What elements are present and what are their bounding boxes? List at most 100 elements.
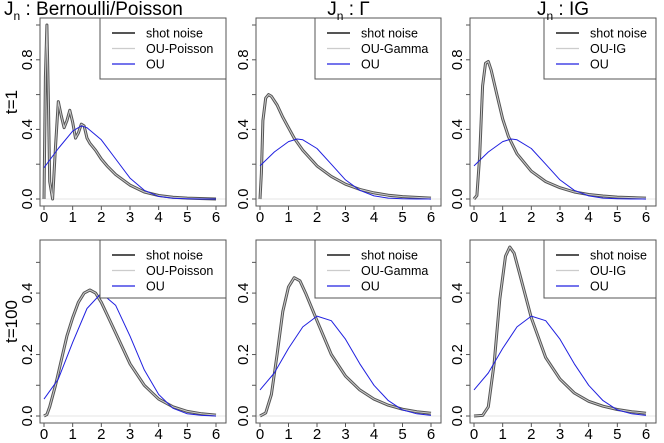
x-tick-label: 5 xyxy=(613,426,621,443)
legend-label: OU-IG xyxy=(590,264,626,278)
x-tick-label: 4 xyxy=(154,426,162,443)
y-tick-label: 0.4 xyxy=(235,283,252,304)
legend-box xyxy=(543,239,657,299)
y-tick-label: 0.0 xyxy=(449,189,466,210)
x-tick-label: 1 xyxy=(284,426,292,443)
x-tick-label: 1 xyxy=(498,426,506,443)
x-tick-label: 6 xyxy=(212,426,220,443)
y-tick-label: 0.0 xyxy=(449,406,466,427)
x-tick-label: 6 xyxy=(212,209,220,226)
x-tick-label: 3 xyxy=(341,209,349,226)
legend-label: shot noise xyxy=(590,249,647,263)
x-tick-label: 1 xyxy=(68,426,76,443)
y-tick-label: 0.4 xyxy=(19,119,36,140)
x-tick-label: 6 xyxy=(642,209,650,226)
x-tick-label: 4 xyxy=(154,209,162,226)
x-tick-label: 6 xyxy=(427,209,435,226)
x-tick-label: 4 xyxy=(370,426,378,443)
y-tick-label: 0.4 xyxy=(449,283,466,304)
series-ou xyxy=(473,138,646,200)
row-label-1: t=100 xyxy=(2,300,21,343)
series-ou xyxy=(259,315,432,416)
x-tick-label: 6 xyxy=(642,426,650,443)
y-tick-label: 0.0 xyxy=(235,406,252,427)
x-tick-label: 4 xyxy=(370,209,378,226)
y-tick-label: 0.0 xyxy=(235,189,252,210)
x-tick-label: 0 xyxy=(256,426,264,443)
x-tick-label: 2 xyxy=(97,209,105,226)
x-tick-label: 2 xyxy=(313,426,321,443)
series-ou-gamma xyxy=(259,94,432,200)
x-tick-label: 0 xyxy=(40,209,48,226)
x-tick-label: 5 xyxy=(398,426,406,443)
legend-box xyxy=(314,239,442,299)
legend-label: OU xyxy=(590,280,609,294)
legend-label: OU-Poisson xyxy=(146,42,213,56)
series-shot-noise xyxy=(258,93,432,200)
series-shot-noise xyxy=(43,288,217,418)
legend-label: OU-Gamma xyxy=(361,264,428,278)
x-tick-label: 0 xyxy=(40,426,48,443)
legend-label: OU xyxy=(146,280,165,294)
y-tick-label: 0.4 xyxy=(19,283,36,304)
x-tick-label: 1 xyxy=(284,209,292,226)
legend-label: OU-IG xyxy=(590,42,626,56)
x-tick-label: 1 xyxy=(498,209,506,226)
legend-label: shot noise xyxy=(146,249,203,263)
x-tick-label: 4 xyxy=(584,426,592,443)
x-tick-label: 0 xyxy=(470,209,478,226)
x-tick-label: 2 xyxy=(527,209,535,226)
y-tick-label: 0.2 xyxy=(449,344,466,365)
legend-label: OU xyxy=(590,58,609,72)
x-tick-label: 6 xyxy=(427,426,435,443)
x-tick-label: 3 xyxy=(126,426,134,443)
y-tick-label: 0.8 xyxy=(235,49,252,70)
x-tick-label: 5 xyxy=(613,209,621,226)
legend-label: shot noise xyxy=(361,27,418,41)
y-tick-label: 0.8 xyxy=(19,49,36,70)
legend-label: OU xyxy=(361,58,380,72)
y-tick-label: 0.2 xyxy=(19,344,36,365)
y-tick-label: 0.4 xyxy=(449,119,466,140)
column-title-2: Jn : IG xyxy=(537,0,589,23)
y-tick-label: 0.0 xyxy=(19,189,36,210)
legend-label: OU-Gamma xyxy=(361,42,428,56)
series-ou-poisson xyxy=(43,289,217,417)
series-ou xyxy=(43,292,217,417)
legend-label: shot noise xyxy=(590,27,647,41)
series-ou xyxy=(43,125,216,200)
x-tick-label: 5 xyxy=(183,209,191,226)
y-tick-label: 0.8 xyxy=(449,49,466,70)
legend-label: OU xyxy=(146,58,165,72)
series-ou-ig xyxy=(473,61,647,200)
x-tick-label: 2 xyxy=(97,426,105,443)
column-title-0: Jn : Bernoulli/Poisson xyxy=(4,0,183,23)
x-tick-label: 0 xyxy=(256,209,264,226)
x-tick-label: 4 xyxy=(584,209,592,226)
column-title-1: Jn : Γ xyxy=(327,0,370,23)
series-ou-poisson xyxy=(43,24,217,200)
legend-label: OU xyxy=(361,280,380,294)
x-tick-label: 3 xyxy=(341,426,349,443)
x-tick-label: 1 xyxy=(68,209,76,226)
series-ou xyxy=(259,138,431,200)
x-tick-label: 3 xyxy=(126,209,134,226)
x-tick-label: 0 xyxy=(470,426,478,443)
y-tick-label: 0.2 xyxy=(235,344,252,365)
y-tick-label: 0.0 xyxy=(19,406,36,427)
x-tick-label: 2 xyxy=(313,209,321,226)
x-tick-label: 3 xyxy=(556,426,564,443)
legend-label: OU-Poisson xyxy=(146,264,213,278)
